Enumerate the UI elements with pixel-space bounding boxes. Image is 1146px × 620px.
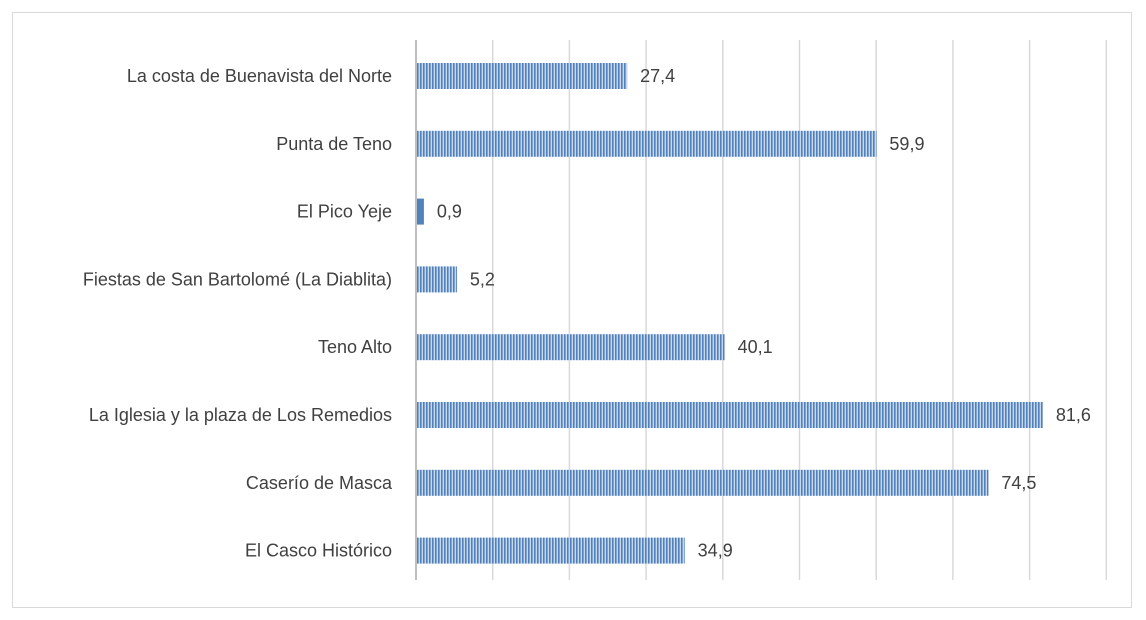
bar-7 <box>417 469 989 496</box>
value-label: 5,2 <box>470 269 495 289</box>
value-label: 27,4 <box>640 66 675 86</box>
category-label: Punta de Teno <box>276 134 392 154</box>
category-label: El Casco Histórico <box>245 541 392 561</box>
bar-4 <box>417 266 457 293</box>
chart-frame <box>12 12 1132 608</box>
value-label: 59,9 <box>889 134 924 154</box>
bar-1 <box>417 63 628 89</box>
value-label: 81,6 <box>1056 405 1091 425</box>
value-labels: 27,4 59,9 0,9 5,2 40,1 81,6 74,5 34,9 <box>437 66 1091 561</box>
bar-5 <box>417 334 725 361</box>
value-label: 34,9 <box>698 541 733 561</box>
value-label: 40,1 <box>738 337 773 357</box>
category-label: La costa de Buenavista del Norte <box>127 66 392 86</box>
category-label: Caserío de Masca <box>246 473 393 493</box>
category-labels: La costa de Buenavista del Norte Punta de… <box>83 66 393 561</box>
category-label: La Iglesia y la plaza de Los Remedios <box>89 405 392 425</box>
bar-8 <box>417 537 685 564</box>
category-label: Fiestas de San Bartolomé (La Diablita) <box>83 269 392 289</box>
value-label: 74,5 <box>1001 473 1036 493</box>
value-label: 0,9 <box>437 202 462 222</box>
bars <box>417 63 1043 564</box>
gridlines <box>491 40 1108 580</box>
bar-2 <box>417 130 877 157</box>
category-label: Teno Alto <box>318 337 392 357</box>
category-label: El Pico Yeje <box>297 202 392 222</box>
bar-3 <box>417 198 424 225</box>
bar-6 <box>417 402 1043 428</box>
